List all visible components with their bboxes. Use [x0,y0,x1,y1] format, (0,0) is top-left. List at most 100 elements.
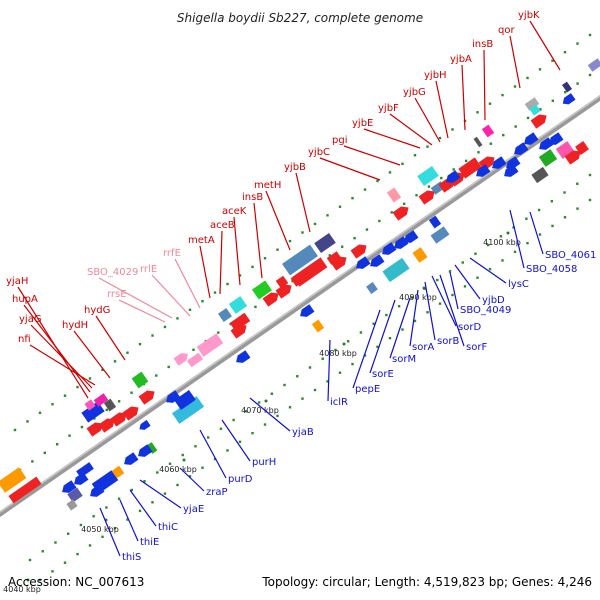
gene-label: SBO_4049 [460,305,511,316]
gene-label: hydH [62,320,88,331]
track-dot [88,377,92,380]
track-dot [51,570,54,573]
cds-block [111,465,125,479]
tick-mark [264,399,268,403]
leader-line [129,489,157,527]
gene-arrow [290,272,307,287]
track-dot [488,102,492,105]
track-dot [251,265,254,269]
leader-line [151,274,191,317]
gene-label: yjbE [352,118,373,129]
leader-line [139,479,182,509]
gene-arrow [300,304,315,317]
track-dot [390,211,393,214]
track-dot [401,328,404,331]
track-dot [238,274,242,277]
label-leaders [17,20,561,557]
track-dot [181,453,184,457]
tick-label: 4050 kbp [81,525,119,534]
cds-block [196,333,224,357]
gene-label: metH [254,180,281,191]
tick-label: 4070 kbp [241,406,279,415]
gene-label: thiC [158,522,178,533]
gene-arrow [492,156,507,169]
track-dot [513,250,517,254]
track-dot [206,436,210,439]
gene-label: rrfE [163,248,181,259]
gene-arrow [98,418,115,433]
track-dot [551,99,555,102]
gene-label: yjbA [450,54,472,65]
gene-label: yjbK [518,10,540,21]
track-dot [563,50,567,54]
track-dot [263,257,267,260]
gene-label: SBO_4029 [87,267,138,278]
tick-label: 4100 kbp [483,238,521,247]
cds-block [146,442,158,454]
track-dot [359,331,363,334]
genome-summary-text: Topology: circular; Length: 4,519,823 bp… [261,575,592,589]
gene-arrow [514,142,529,155]
kbp-ticks: 4040 kbp 4050 kbp 4060 kbp 4070 kbp 4080 kbp… [3,231,521,594]
leader-line [469,257,507,284]
track-dot [101,535,104,539]
track-dot [427,185,431,188]
track-dot [66,532,70,535]
track-dot [301,231,304,234]
track-dot [526,76,529,80]
cds-block [186,352,204,368]
track-dot [126,518,129,521]
track-dot [588,73,592,77]
track-dot [138,509,142,513]
track-dot [88,544,92,547]
track-dot [151,334,154,337]
leader-line [352,309,381,389]
track-dot [438,136,442,140]
track-dot [213,457,217,461]
gene-arrow [138,390,155,405]
cds-block [561,81,573,93]
track-dot [155,374,158,377]
cds-block [412,247,428,263]
track-dot [117,400,121,403]
track-dot [413,319,417,323]
track-dot [448,270,452,273]
gene-arrow [404,230,419,243]
track-dot [476,111,479,114]
track-dot [188,475,192,478]
track-dot [415,194,418,197]
track-dot [426,311,429,314]
track-dot [463,285,467,288]
track-dot [514,125,517,128]
track-dot [308,366,312,369]
tick-label: 4060 kbp [159,465,197,474]
track-dot [296,375,299,378]
gene-label: sorD [458,322,481,333]
track-dot [92,515,95,518]
track-dot [588,33,592,37]
gene-arrow [356,256,371,269]
gene-arrow [110,412,127,427]
track-dot [338,205,342,208]
track-dot [452,168,455,171]
track-dot [138,342,142,346]
track-dot [105,506,108,509]
leader-line [219,230,223,295]
track-dot [410,296,414,299]
track-dot [440,176,443,180]
track-dot [502,133,505,137]
leader-line [431,275,457,327]
leader-line [529,20,561,71]
track-dot [270,392,274,395]
leader-line [343,145,401,166]
track-dot [283,383,286,387]
track-dot [376,179,379,183]
track-dot [321,357,324,360]
track-dot [163,325,167,329]
track-dot [376,345,379,349]
track-dot [130,488,134,492]
track-dot [461,261,464,264]
track-dot [31,460,34,463]
cds-block [481,124,495,138]
cds-block [84,399,96,411]
